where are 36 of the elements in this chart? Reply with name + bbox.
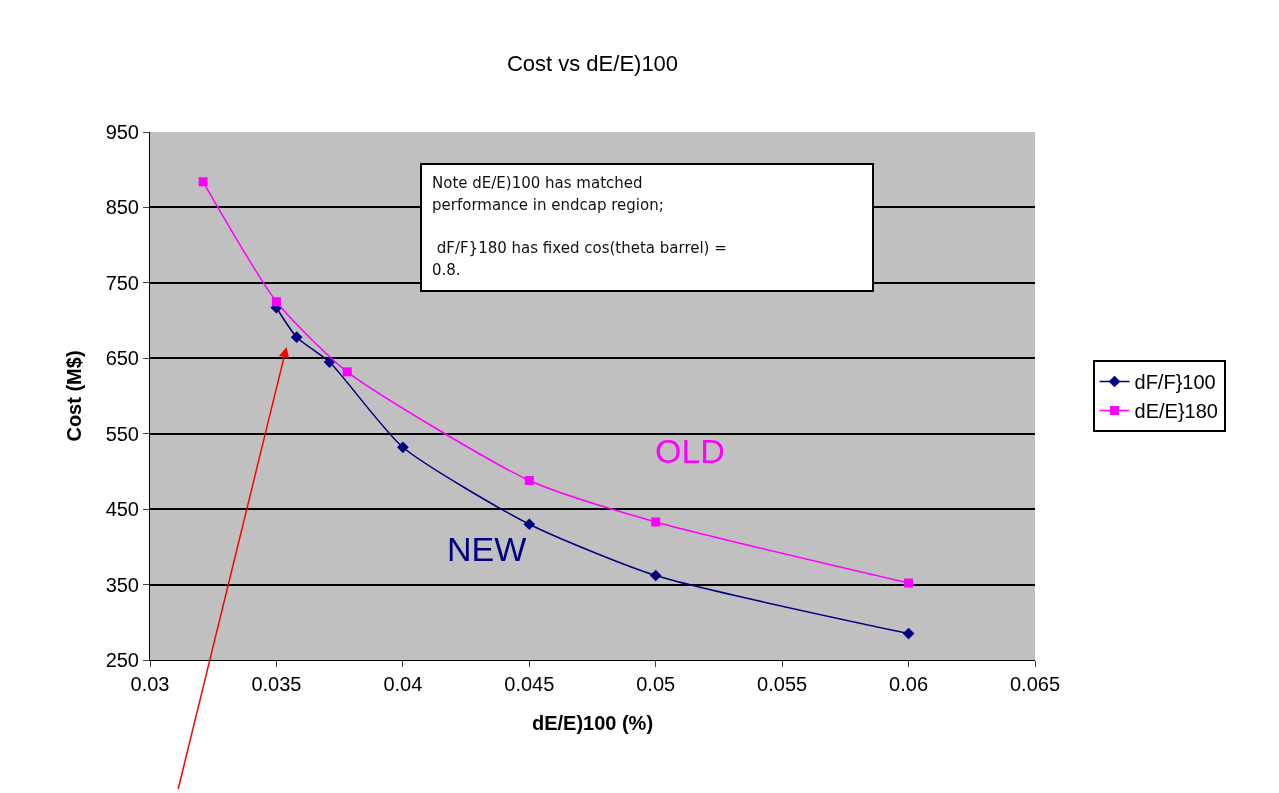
x-tick-label: 0.03 bbox=[130, 673, 170, 695]
annotation: OLD bbox=[655, 432, 725, 470]
y-tick-label: 350 bbox=[105, 573, 139, 596]
y-tick-label: 850 bbox=[105, 196, 139, 219]
chart-title: Cost vs dE/E)100 bbox=[506, 50, 679, 76]
x-tick-label: 0.045 bbox=[504, 673, 555, 695]
point bbox=[524, 475, 534, 485]
point bbox=[904, 578, 914, 588]
x-tick-label: 0.055 bbox=[757, 673, 808, 695]
y-tick-label: 550 bbox=[105, 422, 139, 445]
point bbox=[649, 569, 662, 582]
x-tick-label: 0.035 bbox=[251, 673, 302, 695]
point bbox=[523, 518, 536, 531]
point bbox=[902, 627, 915, 640]
y-tick-label: 650 bbox=[105, 347, 139, 370]
y-axis-title: Cost (M$) bbox=[63, 350, 86, 442]
point bbox=[271, 297, 281, 307]
x-tick-label: 0.065 bbox=[1009, 673, 1061, 695]
y-tick-label: 750 bbox=[105, 271, 139, 294]
point bbox=[198, 177, 208, 187]
point bbox=[323, 356, 336, 368]
legend-label: dF/F}100 bbox=[1134, 371, 1216, 394]
y-tick-label: 250 bbox=[105, 649, 139, 671]
note-box: Note dE/E)100 has matched performance in endcap region; dF/F}180 has fixed cos(theta barrel) = 0.8. bbox=[420, 163, 874, 292]
point bbox=[651, 517, 661, 527]
point bbox=[397, 441, 409, 454]
point bbox=[290, 331, 303, 344]
legend-label: dE/E}180 bbox=[1134, 400, 1218, 423]
y-tick-label: 950 bbox=[105, 121, 139, 143]
x-tick-label: 0.06 bbox=[889, 673, 929, 695]
x-axis-title: dE/E)100 (%) bbox=[531, 712, 654, 734]
point bbox=[342, 367, 352, 377]
annotation: NEW bbox=[447, 530, 527, 568]
x-tick-label: 0.05 bbox=[636, 673, 676, 695]
x-tick-label: 0.04 bbox=[383, 673, 423, 695]
y-tick-label: 450 bbox=[105, 498, 139, 521]
